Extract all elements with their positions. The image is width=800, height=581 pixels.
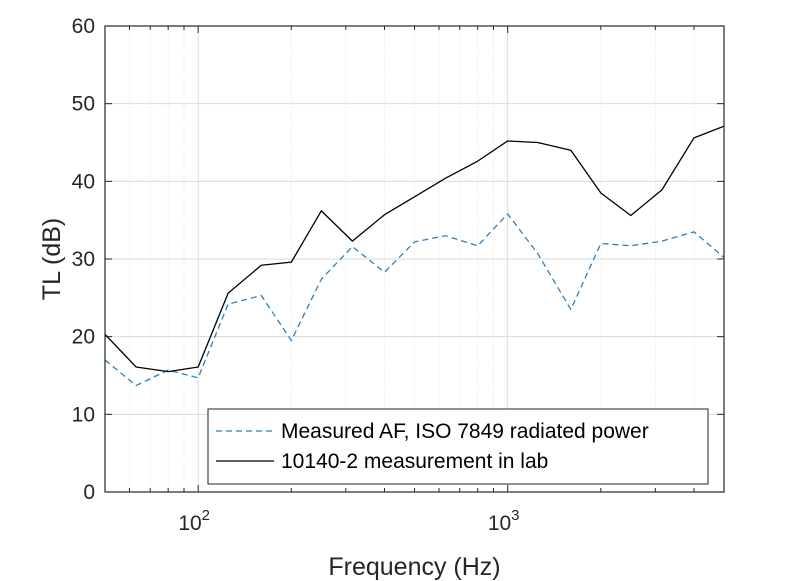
- y-tick-label: 20: [72, 326, 95, 349]
- legend: Measured AF, ISO 7849 radiated power 101…: [207, 408, 709, 485]
- ticks: 0 10 20 30 40 50 60 102 103: [72, 15, 725, 535]
- x-tick-label: 103: [488, 507, 520, 535]
- y-tick-label: 0: [83, 481, 95, 504]
- legend-label-measured-af: Measured AF, ISO 7849 radiated power: [281, 420, 649, 443]
- y-tick-label: 10: [72, 403, 95, 426]
- y-tick-label: 40: [72, 170, 95, 193]
- y-tick-label: 30: [72, 248, 95, 271]
- series-line-measured-af: [104, 213, 725, 387]
- series-line-lab-measurement: [104, 125, 725, 373]
- legend-label-lab-measurement: 10140-2 measurement in lab: [281, 450, 548, 473]
- legend-box: [207, 408, 709, 485]
- y-tick-label: 50: [72, 93, 95, 116]
- x-axis-label: Frequency (Hz): [328, 553, 500, 581]
- x-tick-label: 102: [178, 507, 210, 535]
- y-tick-label: 60: [72, 15, 95, 38]
- series-group: [104, 125, 725, 387]
- y-axis-label: TL (dB): [38, 218, 66, 300]
